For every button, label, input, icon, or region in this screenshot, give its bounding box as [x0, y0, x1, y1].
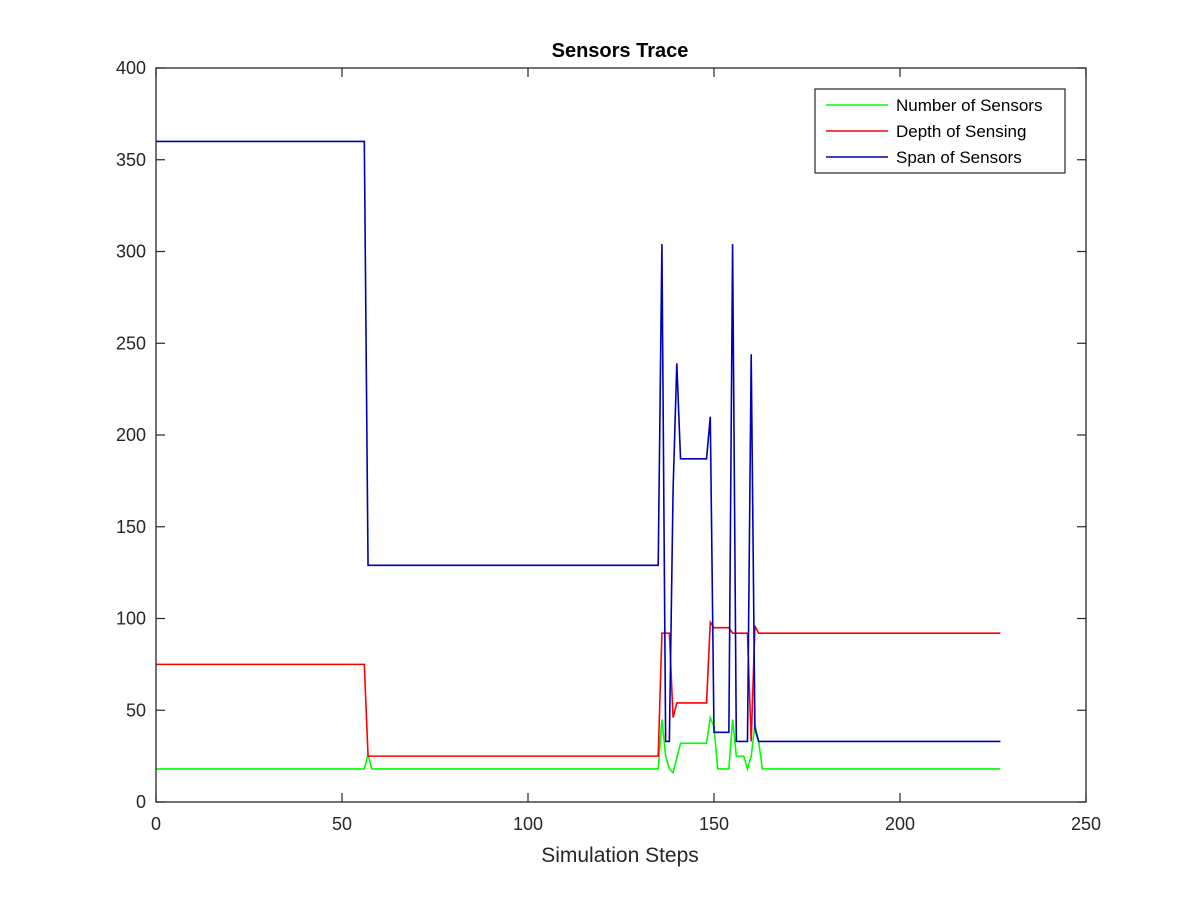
legend: Number of Sensors Depth of Sensing Span of… — [814, 88, 1066, 174]
y-tick-label: 350 — [116, 150, 146, 170]
legend-label-number-of-sensors: Number of Sensors — [896, 96, 1042, 115]
y-tick-label: 200 — [116, 425, 146, 445]
x-axis-label: Simulation Steps — [541, 844, 699, 867]
x-tick-label: 200 — [885, 814, 915, 834]
y-tick-label: 250 — [116, 333, 146, 353]
series-layer — [156, 140, 1001, 775]
x-tick-label: 50 — [332, 814, 352, 834]
y-tick-label: 400 — [116, 58, 146, 78]
y-tick-label: 100 — [116, 609, 146, 629]
series-line-span-of-sensors — [156, 140, 1001, 743]
x-tick-label: 0 — [151, 814, 161, 834]
y-tick-label: 0 — [136, 792, 146, 812]
y-tick-label: 50 — [126, 700, 146, 720]
x-tick-label: 250 — [1071, 814, 1101, 834]
y-tick-label: 150 — [116, 517, 146, 537]
x-tick-label: 100 — [513, 814, 543, 834]
ticks-layer: 0 50 100 150 200 250 0 50 100 150 200 250 300 350 400 — [116, 58, 1101, 834]
legend-label-depth-of-sensing: Depth of Sensing — [896, 122, 1026, 141]
x-tick-label: 150 — [699, 814, 729, 834]
series-line-number-of-sensors — [156, 714, 1001, 775]
plot-area — [156, 68, 1086, 802]
y-tick-label: 300 — [116, 242, 146, 262]
legend-label-span-of-sensors: Span of Sensors — [896, 148, 1022, 167]
series-line-depth-of-sensing — [156, 619, 1001, 757]
chart-title: Sensors Trace — [552, 40, 689, 62]
